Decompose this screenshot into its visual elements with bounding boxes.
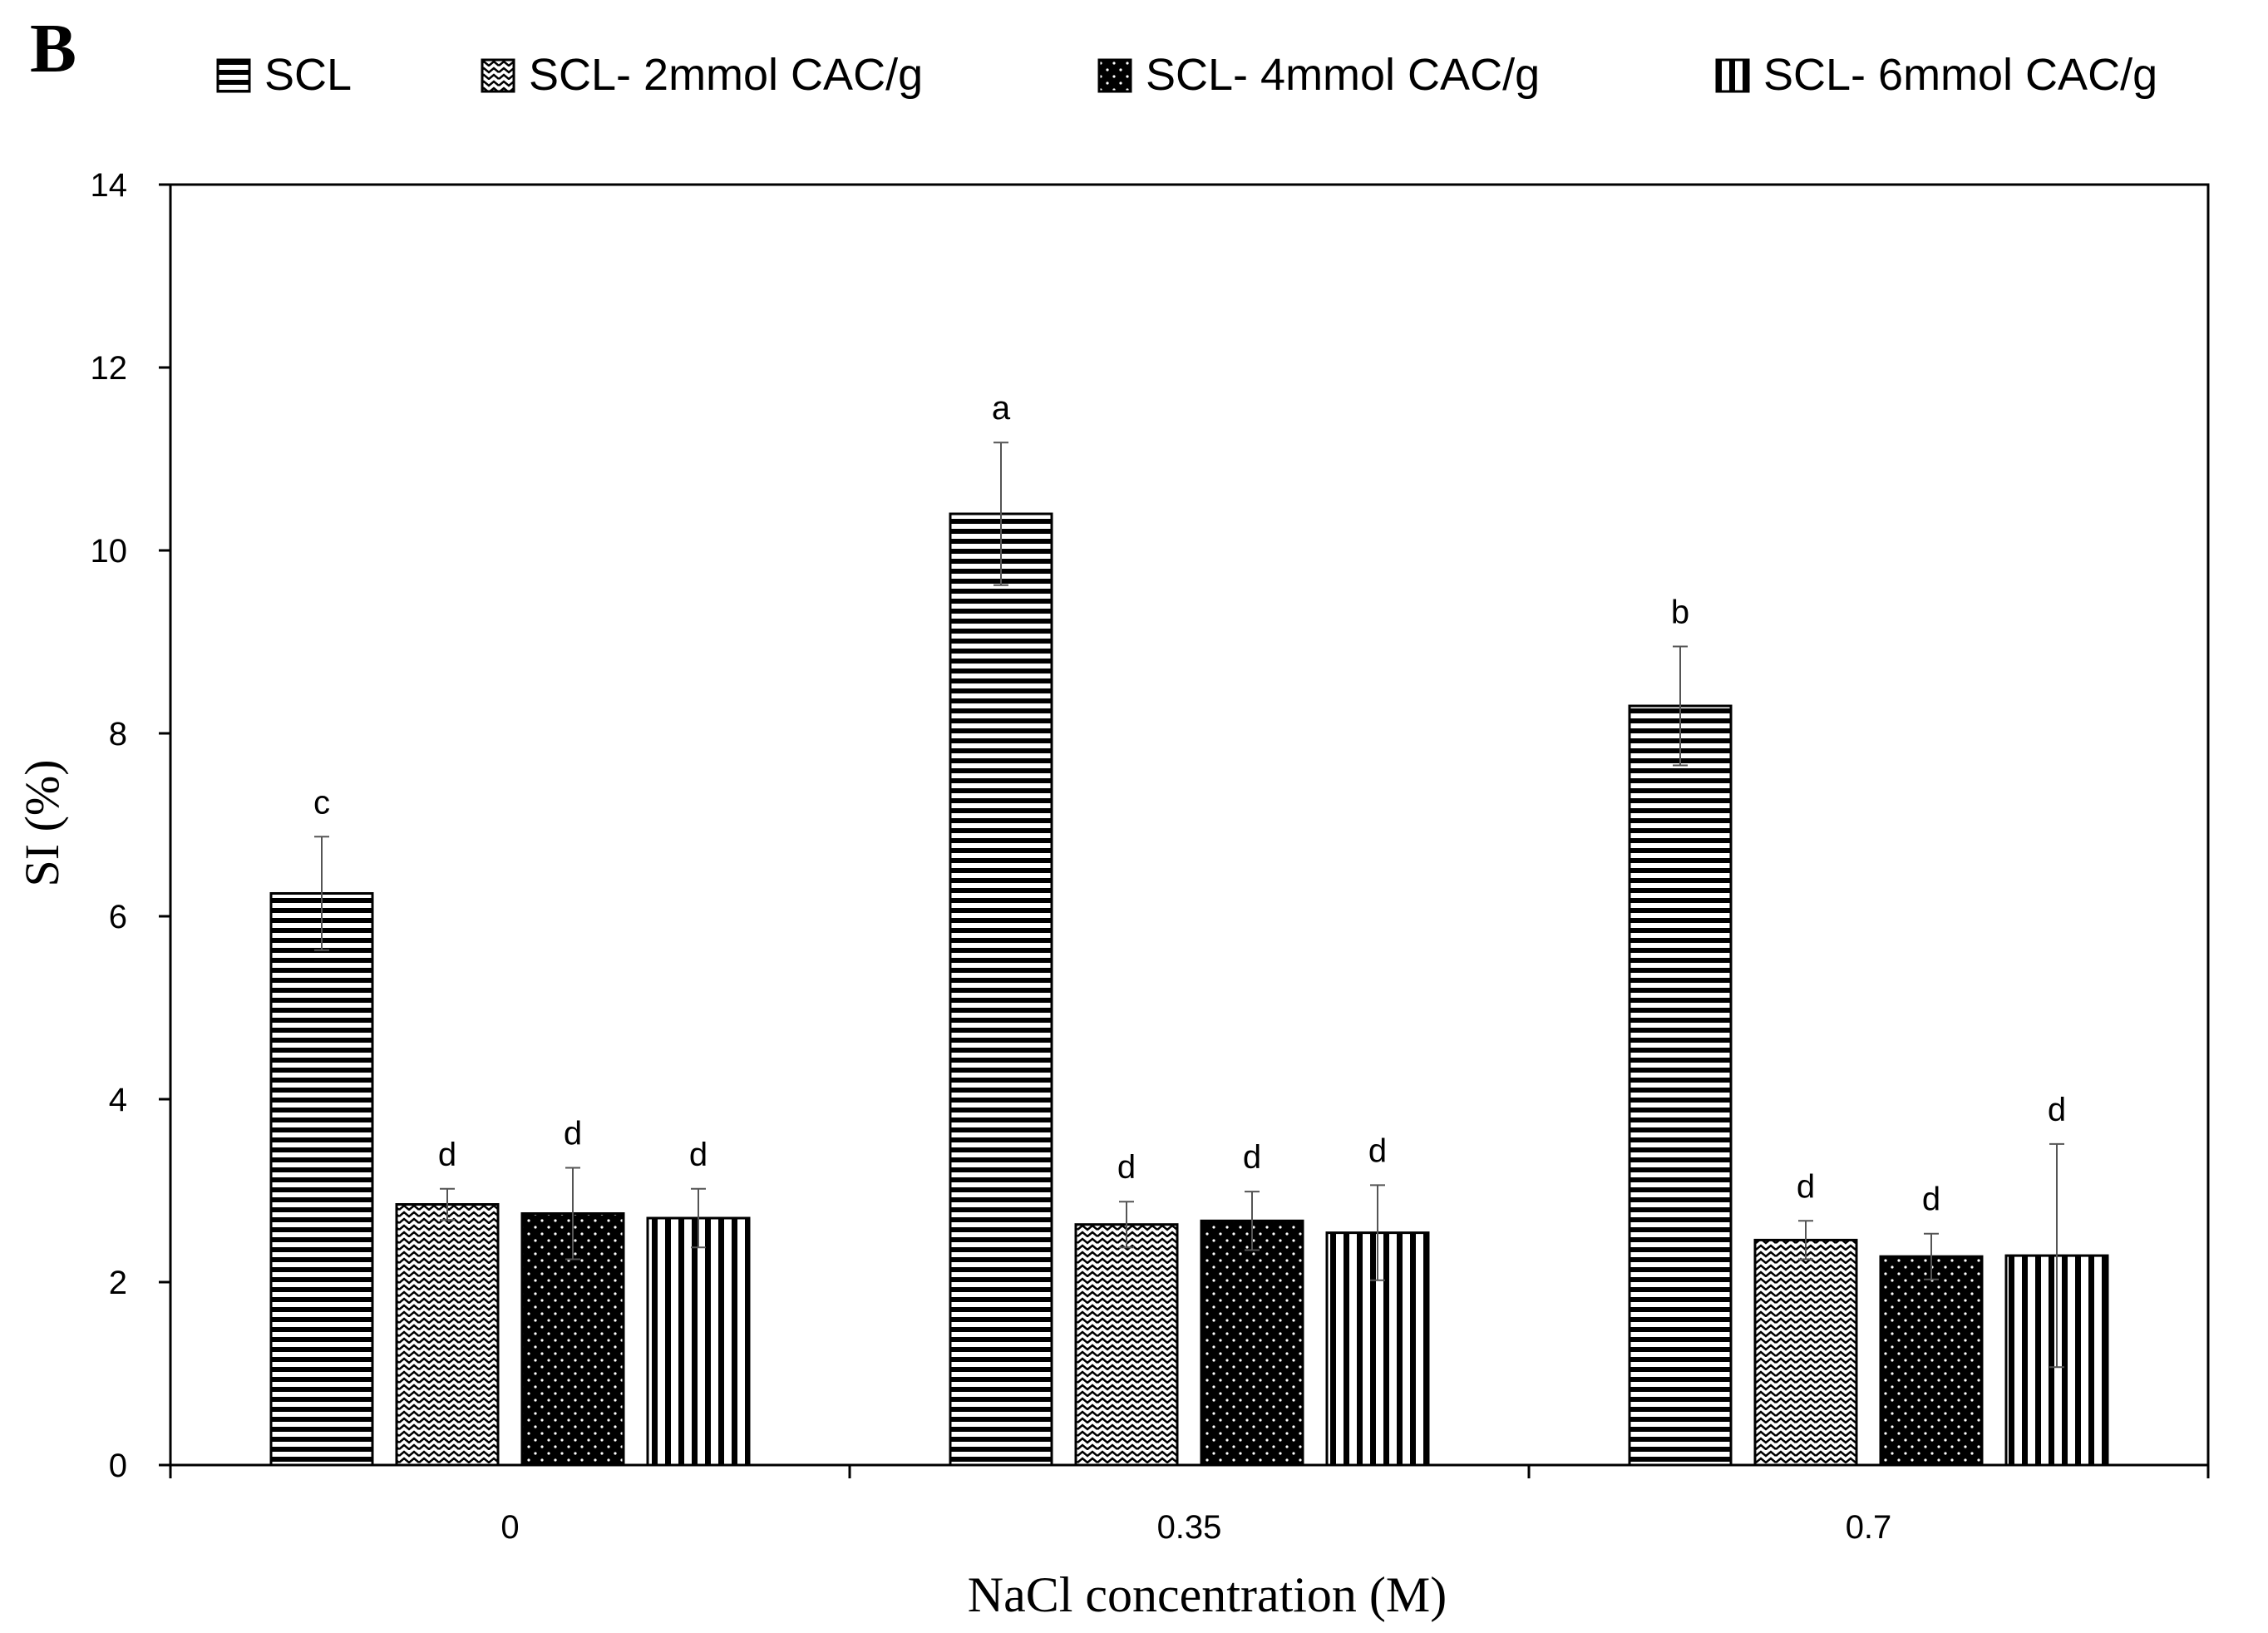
- bar: [1074, 1223, 1179, 1467]
- bar: [1879, 1255, 1984, 1467]
- y-tick-label: 4: [109, 1082, 127, 1118]
- significance-label: d: [1797, 1168, 1815, 1205]
- bar: [1200, 1219, 1304, 1467]
- legend-label: SCL- 4mmol CAC/g: [1146, 50, 1540, 100]
- legend-swatch: [1097, 58, 1132, 93]
- legend-swatch: [216, 58, 251, 93]
- legend: SCL SCL- 2mmol CAC/g SCL- 4mmol CAC/g SCL- …: [216, 50, 2157, 100]
- bar: [1753, 1238, 1858, 1467]
- x-tick-label: 0: [500, 1509, 519, 1546]
- significance-label: d: [564, 1116, 582, 1152]
- y-axis-label: SI (%): [15, 759, 69, 886]
- significance-label: d: [1922, 1182, 1940, 1218]
- y-tick-label: 0: [109, 1448, 127, 1484]
- y-tick-label: 14: [91, 167, 128, 204]
- y-tick-label: 2: [109, 1265, 127, 1301]
- significance-label: d: [689, 1137, 708, 1173]
- x-tick-label: 0.35: [1157, 1509, 1222, 1546]
- significance-label: a: [992, 390, 1011, 427]
- bar: [395, 1203, 500, 1467]
- legend-label: SCL: [264, 50, 352, 100]
- significance-label: c: [313, 784, 330, 821]
- bar: [646, 1216, 751, 1467]
- bars: c a b d d d d d d d d d: [269, 390, 2109, 1467]
- y-tick-label: 10: [91, 533, 128, 570]
- significance-label: d: [1368, 1132, 1387, 1169]
- y-tick-label: 6: [109, 899, 127, 935]
- x-axis-label: NaCl concentration (M): [968, 1567, 1447, 1622]
- panel-label: B: [30, 10, 76, 87]
- legend-label: SCL- 2mmol CAC/g: [529, 50, 923, 100]
- x-axis: 0 0.35 0.7: [169, 1465, 2210, 1546]
- legend-swatch: [1715, 58, 1750, 93]
- legend-label: SCL- 6mmol CAC/g: [1763, 50, 2157, 100]
- significance-label: d: [2048, 1092, 2066, 1128]
- y-axis: 0 2 4 6 8 10 12 14: [91, 167, 170, 1484]
- x-tick-label: 0.7: [1846, 1509, 1892, 1546]
- plot-frame: [169, 183, 2210, 1467]
- significance-label: d: [1117, 1149, 1136, 1186]
- bar: [949, 512, 1053, 1467]
- bar: [269, 892, 374, 1467]
- significance-label: d: [1243, 1139, 1261, 1176]
- significance-label: b: [1671, 594, 1689, 631]
- bar: [1628, 704, 1733, 1467]
- significance-label: d: [438, 1137, 456, 1173]
- y-tick-label: 8: [109, 716, 127, 752]
- legend-swatch: [481, 58, 515, 93]
- y-tick-label: 12: [91, 350, 128, 387]
